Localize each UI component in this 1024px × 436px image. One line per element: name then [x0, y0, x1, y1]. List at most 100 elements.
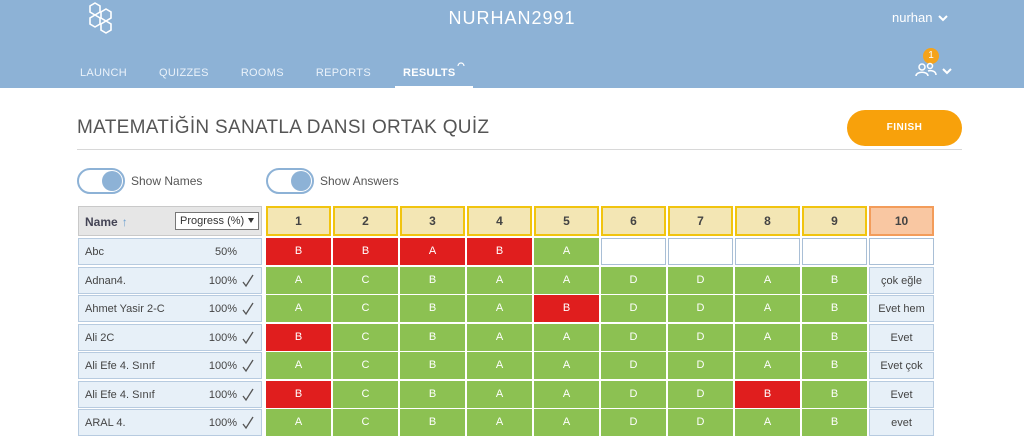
nav-launch[interactable]: LAUNCH — [80, 67, 128, 79]
question-header-1[interactable]: 1 — [266, 206, 331, 236]
answer-cell[interactable]: D — [601, 352, 666, 379]
answer-cell[interactable]: B — [467, 238, 532, 265]
answer-cell[interactable]: B — [534, 295, 599, 322]
answer-cell[interactable]: Evet çok — [869, 352, 934, 379]
answer-cell[interactable]: A — [467, 267, 532, 294]
answer-cell[interactable]: D — [601, 295, 666, 322]
answer-cell[interactable]: B — [400, 324, 465, 351]
answer-cell[interactable]: A — [534, 352, 599, 379]
student-row[interactable]: Ali Efe 4. Sınıf 100% — [78, 381, 262, 408]
answer-cell[interactable] — [601, 238, 666, 265]
answer-cell[interactable]: A — [467, 381, 532, 408]
question-header-7[interactable]: 7 — [668, 206, 733, 236]
question-header-3[interactable]: 3 — [400, 206, 465, 236]
answer-cell[interactable]: D — [668, 352, 733, 379]
answer-cell[interactable]: B — [802, 324, 867, 351]
answer-cell[interactable]: B — [266, 238, 331, 265]
show-answers-toggle[interactable]: Show Answers — [266, 168, 399, 194]
answer-cell[interactable]: A — [735, 267, 800, 294]
answer-cell[interactable]: B — [266, 381, 331, 408]
toggle-switch[interactable] — [77, 168, 125, 194]
answer-cell[interactable]: A — [400, 238, 465, 265]
answer-cell[interactable]: C — [333, 409, 398, 436]
answer-cell[interactable]: A — [266, 295, 331, 322]
answer-cell[interactable]: A — [735, 295, 800, 322]
answer-cell[interactable]: A — [467, 352, 532, 379]
answer-cell[interactable]: A — [266, 267, 331, 294]
answer-cell[interactable] — [869, 238, 934, 265]
answer-cell[interactable]: A — [266, 352, 331, 379]
answer-cell[interactable]: A — [534, 381, 599, 408]
answer-cell[interactable]: C — [333, 352, 398, 379]
student-row[interactable]: ARAL 4. 100% — [78, 409, 262, 436]
answer-cell[interactable]: B — [400, 295, 465, 322]
student-row[interactable]: Adnan4. 100% — [78, 267, 262, 294]
answer-cell[interactable]: D — [601, 409, 666, 436]
answer-cell[interactable]: D — [668, 409, 733, 436]
answer-cell[interactable]: A — [735, 409, 800, 436]
nav-results[interactable]: RESULTS — [387, 58, 481, 88]
question-header-4[interactable]: 4 — [467, 206, 532, 236]
answer-cell[interactable]: D — [668, 381, 733, 408]
answer-cell[interactable]: C — [333, 324, 398, 351]
hexagon-logo-icon[interactable] — [84, 0, 118, 36]
question-header-9[interactable]: 9 — [802, 206, 867, 236]
answer-cell[interactable]: B — [802, 381, 867, 408]
answer-cell[interactable]: A — [735, 324, 800, 351]
toggle-switch[interactable] — [266, 168, 314, 194]
question-header-6[interactable]: 6 — [601, 206, 666, 236]
show-names-toggle[interactable]: Show Names — [77, 168, 202, 194]
name-column-header[interactable]: Name ↑ Progress (%) — [78, 206, 262, 236]
answer-cell[interactable]: çok eğle — [869, 267, 934, 294]
answer-cell[interactable]: B — [802, 295, 867, 322]
question-header-5[interactable]: 5 — [534, 206, 599, 236]
answer-cell[interactable]: D — [668, 267, 733, 294]
finish-button[interactable]: FINISH — [847, 110, 962, 146]
notifications[interactable]: 1 — [914, 48, 954, 80]
answer-cell[interactable]: D — [668, 295, 733, 322]
answer-cell[interactable]: D — [601, 381, 666, 408]
answer-cell[interactable] — [668, 238, 733, 265]
student-row[interactable]: Ali 2C 100% — [78, 324, 262, 351]
answer-cell[interactable]: A — [534, 409, 599, 436]
nav-quizzes[interactable]: QUIZZES — [159, 67, 209, 79]
answer-cell[interactable]: B — [400, 267, 465, 294]
answer-cell[interactable]: A — [534, 267, 599, 294]
answer-cell[interactable]: B — [266, 324, 331, 351]
answer-cell[interactable]: Evet hem — [869, 295, 934, 322]
student-row[interactable]: Ahmet Yasir 2-C 100% — [78, 295, 262, 322]
answer-cell[interactable]: D — [601, 324, 666, 351]
question-header-8[interactable]: 8 — [735, 206, 800, 236]
answer-cell[interactable]: B — [802, 409, 867, 436]
student-row[interactable]: Ali Efe 4. Sınıf 100% — [78, 352, 262, 379]
nav-reports[interactable]: REPORTS — [315, 67, 371, 79]
question-header-10[interactable]: 10 — [869, 206, 934, 236]
answer-cell[interactable]: B — [400, 381, 465, 408]
answer-cell[interactable] — [735, 238, 800, 265]
answer-cell[interactable]: Evet — [869, 381, 934, 408]
answer-cell[interactable]: C — [333, 381, 398, 408]
answer-cell[interactable]: D — [668, 324, 733, 351]
question-header-2[interactable]: 2 — [333, 206, 398, 236]
answer-cell[interactable]: Evet — [869, 324, 934, 351]
answer-cell[interactable]: B — [333, 238, 398, 265]
answer-cell[interactable]: A — [534, 324, 599, 351]
answer-cell[interactable]: D — [601, 267, 666, 294]
sort-arrow-icon[interactable]: ↑ — [121, 215, 128, 229]
answer-cell[interactable]: A — [534, 238, 599, 265]
answer-cell[interactable]: B — [802, 267, 867, 294]
answer-cell[interactable]: evet — [869, 409, 934, 436]
answer-cell[interactable]: C — [333, 267, 398, 294]
answer-cell[interactable]: C — [333, 295, 398, 322]
answer-cell[interactable]: A — [467, 324, 532, 351]
answer-cell[interactable]: B — [400, 352, 465, 379]
answer-cell[interactable]: A — [735, 352, 800, 379]
answer-cell[interactable]: A — [266, 409, 331, 436]
answer-cell[interactable]: A — [467, 409, 532, 436]
answer-cell[interactable]: A — [467, 295, 532, 322]
answer-cell[interactable]: B — [400, 409, 465, 436]
progress-select[interactable]: Progress (%) — [175, 212, 259, 230]
answer-cell[interactable]: B — [802, 352, 867, 379]
nav-rooms[interactable]: ROOMS — [240, 67, 284, 79]
user-menu[interactable]: nurhan — [892, 10, 949, 25]
